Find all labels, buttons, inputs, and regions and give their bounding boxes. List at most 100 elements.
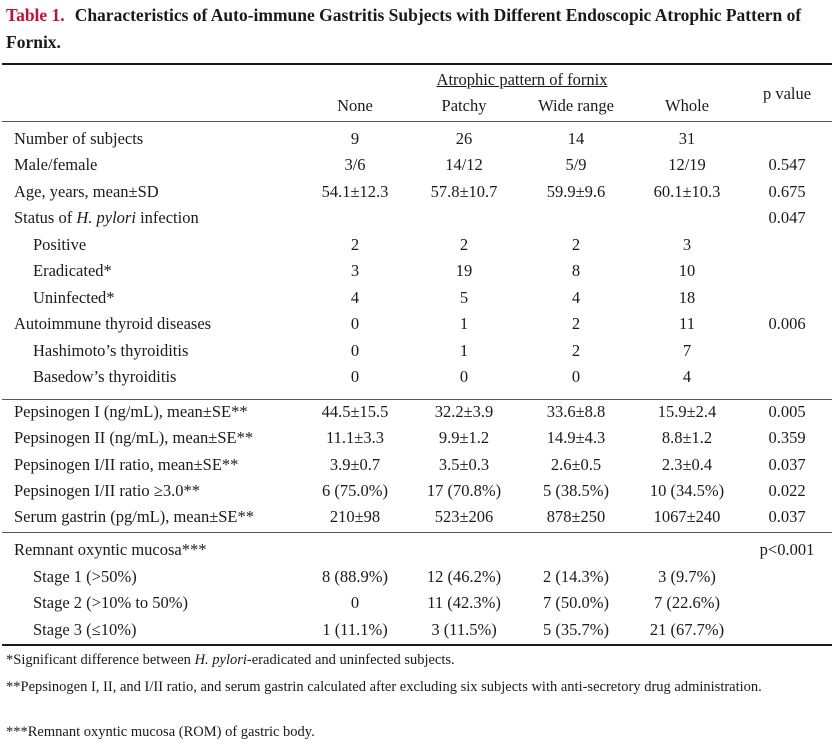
table-cell: 31 [678,129,696,148]
pvalue-cell: 0.047 [768,208,806,227]
table-caption: Characteristics of Auto-immune Gastritis… [6,5,802,52]
table-cell: 0 [350,367,360,386]
table-cell: 17 (70.8%) [426,481,502,500]
table-cell: 0 [350,593,360,612]
table-cell: 2 [571,341,581,360]
table-cell: 3/6 [344,155,366,174]
table-cell: 7 (22.6%) [654,593,720,612]
table-number: Table 1. [6,5,65,25]
footnote-3: ***Remnant oxyntic mucosa (ROM) of gastr… [6,724,315,740]
row-label: Autoimmune thyroid diseases [14,314,212,333]
table-cell: 5 [459,288,469,307]
table-cell: 3 [350,261,360,280]
table-cell: 59.9±9.6 [546,182,606,201]
table-cell: 26 [455,129,473,148]
table-cell: 3 (11.5%) [431,620,497,639]
table-cell: 3 (9.7%) [658,567,716,586]
pvalue-cell: 0.547 [768,155,806,174]
row-label: Remnant oxyntic mucosa*** [14,540,207,559]
table-cell: 14/12 [445,155,483,174]
row-label: Status of H. pylori infection [14,208,199,227]
table-cell: 210±98 [329,507,381,526]
footnote-1: *Significant difference between H. pylor… [6,652,455,668]
pvalue-cell: 0.675 [768,182,806,201]
table-cell: 21 (67.7%) [649,620,725,639]
row-label: Eradicated* [33,261,112,280]
table-cell: 57.8±10.7 [430,182,498,201]
table-cell: 12/19 [668,155,706,174]
table-cell: 9 [350,129,360,148]
table-cell: 3 [682,235,692,254]
table-cell: 1 (11.1%) [322,620,388,639]
table-cell: 5/9 [565,155,587,174]
table-cell: 14 [567,129,585,148]
table-cell: 15.9±2.4 [657,402,717,421]
table-cell: 32.2±3.9 [434,402,494,421]
table-cell: 7 [682,341,692,360]
row-label: Serum gastrin (pg/mL), mean±SE** [14,507,255,526]
table-cell: 5 (38.5%) [543,481,609,500]
footnote-2: **Pepsinogen I, II, and I/II ratio, and … [6,679,762,695]
table-cell: 14.9±4.3 [546,428,606,447]
col-header-none: None [337,96,373,115]
table-cell: 33.6±8.8 [546,402,606,421]
table-cell: 44.5±15.5 [321,402,389,421]
table-cell: 0 [350,314,360,333]
row-label: Stage 3 (≤10%) [33,620,137,639]
pvalue-cell: 0.037 [768,507,806,526]
table-cell: 878±250 [546,507,606,526]
row-label: Male/female [14,155,98,174]
row-label: Hashimoto’s thyroiditis [33,341,189,360]
table-cell: 4 [350,288,360,307]
table-cell: 11 (42.3%) [427,593,501,612]
column-group-header: Atrophic pattern of fornix [436,70,608,89]
pvalue-cell: 0.359 [768,428,806,447]
row-label: Pepsinogen I/II ratio, mean±SE** [14,455,239,474]
section-rule-2 [2,532,832,533]
table-cell: 12 (46.2%) [426,567,502,586]
pvalue-cell: p<0.001 [759,540,815,559]
table-cell: 2.6±0.5 [550,455,602,474]
table-cell: 11.1±3.3 [326,428,384,447]
pvalue-cell: 0.006 [768,314,806,333]
table-cell: 0 [350,341,360,360]
table-cell: 11 [679,314,695,333]
table-cell: 3.5±0.3 [438,455,490,474]
table-cell: 4 [571,288,581,307]
table-cell: 0 [571,367,581,386]
table-cell: 2 [571,314,581,333]
bottom-rule [2,644,832,646]
table-cell: 4 [682,367,692,386]
table-cell: 2 [350,235,360,254]
pvalue-cell: 0.037 [768,455,806,474]
table-cell: 54.1±12.3 [321,182,389,201]
table-cell: 0 [459,367,469,386]
pvalue-cell: 0.005 [768,402,806,421]
row-label: Age, years, mean±SD [14,182,159,201]
table-cell: 6 (75.0%) [322,481,388,500]
col-header-whole: Whole [665,96,709,115]
row-label: Uninfected* [33,288,115,307]
table-cell: 7 (50.0%) [543,593,609,612]
row-label: Positive [33,235,87,254]
table-cell: 19 [455,261,473,280]
table-cell: 10 [678,261,696,280]
table-cell: 523±206 [434,507,494,526]
table-cell: 10 (34.5%) [649,481,725,500]
section-rule-1 [2,399,832,400]
table-title: Table 1. Characteristics of Auto-immune G… [6,2,832,56]
row-label: Pepsinogen I (ng/mL), mean±SE** [14,402,248,421]
row-label: Pepsinogen II (ng/mL), mean±SE** [14,428,254,447]
table-cell: 8 [571,261,581,280]
row-label: Pepsinogen I/II ratio ≥3.0** [14,481,200,500]
row-label: Stage 1 (>50%) [33,567,137,586]
pvalue-cell: 0.022 [768,481,806,500]
table-cell: 1067±240 [653,507,721,526]
table-cell: 2.3±0.4 [661,455,713,474]
table-cell: 60.1±10.3 [653,182,721,201]
row-label: Stage 2 (>10% to 50%) [33,593,189,612]
row-label: Basedow’s thyroiditis [33,367,177,386]
table-cell: 1 [459,341,469,360]
table-cell: 2 [571,235,581,254]
